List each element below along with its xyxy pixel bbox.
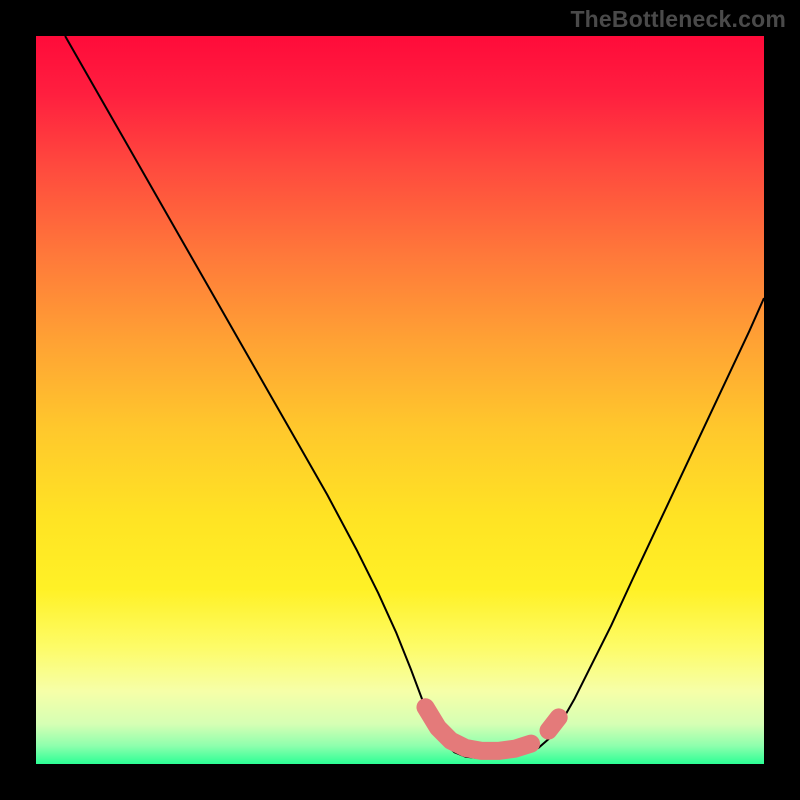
chart-container: { "watermark_text": "TheBottleneck.com",… [0, 0, 800, 800]
bottleneck-chart [0, 0, 800, 800]
watermark-text: TheBottleneck.com [570, 6, 786, 33]
gradient-background [36, 36, 764, 764]
trough-segment [549, 717, 559, 730]
